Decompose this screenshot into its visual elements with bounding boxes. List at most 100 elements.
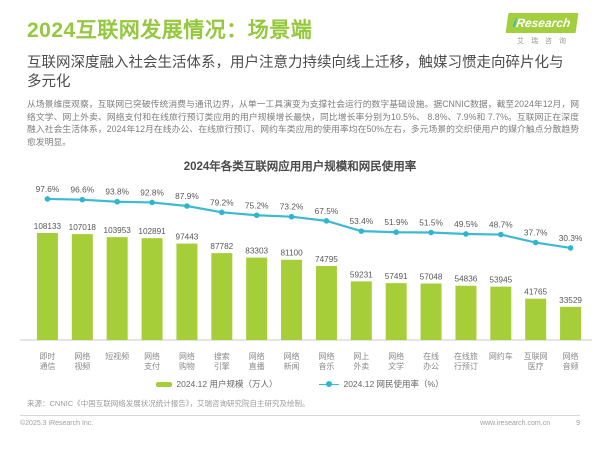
percent-label: 51.5% — [419, 218, 443, 228]
legend-item-line: 2024.12 网民使用率（%） — [319, 378, 444, 390]
line-point — [393, 229, 399, 236]
chart-bar — [350, 281, 372, 340]
chart-bar — [525, 298, 547, 340]
line-point — [184, 203, 190, 209]
category-label: 互联网 医疗 — [523, 352, 548, 371]
line-point — [219, 209, 225, 216]
report-body-paragraph: 从场景维度观察，互联网已突破传统消费与通讯边界，从单一工具演变为支撑社会运行的数… — [27, 99, 579, 147]
chart-bar — [211, 253, 233, 340]
category-label: 即时 通信 — [39, 352, 56, 371]
usage-rate-line — [47, 197, 571, 250]
legend-bar-label: 2024.12 用户规模（万人） — [176, 379, 278, 389]
category-label: 网上 外卖 — [353, 352, 370, 371]
logo-chinese-name: 艾瑞咨询 — [517, 38, 573, 45]
category-label: 网络 购物 — [178, 352, 195, 371]
bar-value-label: 57048 — [420, 273, 443, 282]
percent-label: 53.4% — [350, 216, 374, 226]
bar-value-label: 102891 — [138, 227, 166, 236]
chart-bar — [36, 233, 58, 340]
line-point — [567, 245, 574, 251]
line-point — [79, 196, 86, 203]
percent-label: 73.2% — [280, 202, 304, 212]
bar-value-label: 108133 — [34, 222, 62, 231]
bar-line-chart: 108133 107018 103953 102891 97443 87782 83303 8… — [20, 184, 592, 341]
logo-text: Research — [515, 16, 572, 30]
iresearch-logo-mark: iResearch — [505, 13, 579, 33]
line-point — [463, 231, 469, 237]
percent-label: 67.5% — [315, 206, 339, 216]
category-label: 网络 直播 — [248, 352, 265, 371]
chart-title: 2024年各类互联网应用用户规模和网民使用率 — [183, 161, 417, 173]
category-label: 搜索 引擎 — [213, 352, 230, 371]
category-label: 在线旅 行预订 — [453, 352, 478, 371]
page-title: 2024互联网发展情况：场景端 — [27, 19, 313, 42]
bar-value-label: 59231 — [350, 270, 373, 279]
category-label: 在线 办公 — [423, 352, 440, 371]
chart-bar — [106, 237, 128, 340]
line-point — [323, 218, 330, 224]
chart-bar — [71, 234, 93, 340]
iresearch-logo: iResearch 艾瑞咨询 — [504, 13, 580, 46]
chart-bar — [141, 238, 163, 340]
line-point — [114, 198, 120, 205]
category-label: 网约车 — [488, 352, 513, 361]
line-point — [149, 199, 155, 206]
category-label: 网络 支付 — [144, 352, 161, 371]
bar-value-label: 107018 — [69, 223, 97, 232]
source-note: 来源：CNNIC《中国互联网络发展状况统计报告》，艾瑞咨询研究院自主研究及绘制。 — [27, 399, 310, 408]
legend-item-bar: 2024.12 用户规模（万人） — [156, 378, 277, 390]
bar-value-label: 87782 — [210, 242, 233, 251]
percent-label: 92.8% — [140, 187, 164, 197]
percent-label: 87.9% — [175, 191, 199, 201]
line-point — [498, 231, 504, 238]
chart-bar — [560, 306, 582, 340]
line-point — [253, 212, 260, 219]
category-label: 网络 音乐 — [318, 352, 335, 371]
percent-label: 51.9% — [384, 217, 408, 227]
line-point — [288, 213, 295, 220]
chart-bar — [176, 243, 198, 340]
category-label: 网络 音频 — [562, 352, 579, 371]
copyright-text: ©2025.3 iResearch Inc. — [20, 420, 94, 427]
percent-label: 48.7% — [489, 220, 513, 230]
header: 2024互联网发展情况：场景端 iResearch 艾瑞咨询 — [0, 0, 600, 46]
bar-value-label: 83303 — [245, 247, 268, 256]
legend-line-label: 2024.12 网民使用率（%） — [343, 379, 444, 389]
chart-bar — [281, 259, 303, 340]
bar-value-label: 54836 — [455, 275, 478, 284]
footer-divider — [20, 415, 580, 416]
chart-bar — [385, 283, 407, 340]
line-swatch-icon — [319, 381, 340, 388]
category-label: 网络 新闻 — [283, 352, 300, 371]
bar-value-label: 74795 — [315, 255, 338, 264]
page-number: 9 — [576, 420, 580, 427]
category-axis-labels: 即时 通信 网络 视频 短视频 网络 支付 网络 购物 搜索 引擎 网络 直播 网络 新闻 网络 音乐 网上 外卖 网… — [30, 352, 588, 371]
bar-value-label: 33529 — [559, 296, 582, 305]
line-point — [532, 239, 539, 246]
chart-bar — [490, 286, 512, 340]
percent-label: 37.7% — [524, 228, 548, 238]
category-label: 短视频 — [105, 352, 130, 361]
percent-label: 93.8% — [105, 187, 129, 197]
category-label: 网络 文学 — [388, 352, 405, 371]
percent-label: 97.6% — [36, 184, 60, 194]
percent-label: 75.2% — [245, 200, 269, 210]
report-subtitle: 互联网深度融入社会生活体系，用户注意力持续向线上迁移，触媒习惯走向碎片化与多元化 — [27, 55, 564, 90]
footer: ©2025.3 iResearch Inc. www.iresearch.com… — [20, 420, 580, 427]
chart-bar — [420, 283, 442, 340]
bar-value-label: 81100 — [280, 249, 303, 258]
line-point — [428, 229, 434, 236]
chart-area: 108133 107018 103953 102891 97443 87782 83303 8… — [0, 176, 600, 371]
website-link[interactable]: www.iresearch.com.cn — [480, 420, 551, 427]
percent-label: 49.5% — [454, 219, 478, 229]
line-point — [358, 228, 365, 234]
bar-value-label: 97443 — [176, 233, 199, 242]
percent-label: 79.2% — [210, 197, 234, 207]
chart-bar — [315, 265, 337, 340]
line-point — [44, 196, 51, 202]
percent-label: 96.6% — [71, 185, 95, 195]
bar-swatch-icon — [156, 381, 173, 387]
chart-bar — [455, 285, 477, 340]
bar-value-label: 103953 — [104, 226, 132, 235]
